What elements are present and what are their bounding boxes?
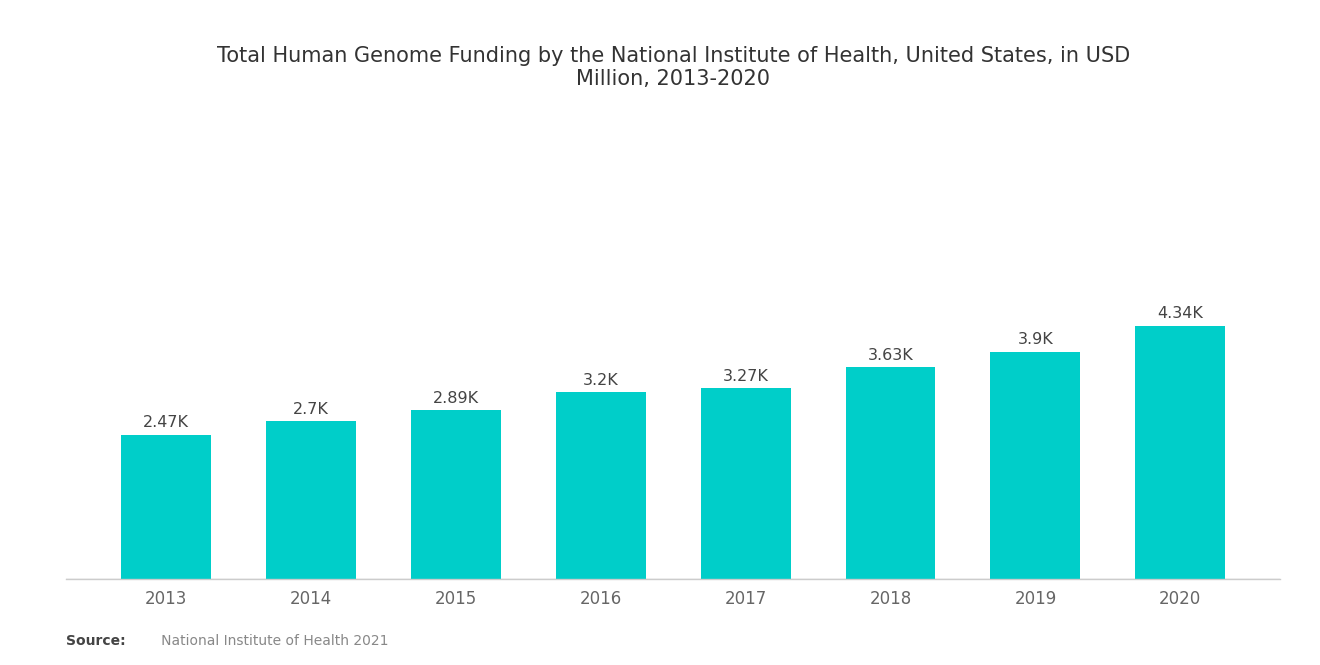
Text: 3.2K: 3.2K (583, 372, 619, 388)
Text: 3.27K: 3.27K (723, 368, 768, 384)
Text: National Institute of Health 2021: National Institute of Health 2021 (148, 634, 388, 648)
Text: 2.89K: 2.89K (433, 391, 479, 406)
Title: Total Human Genome Funding by the National Institute of Health, United States, i: Total Human Genome Funding by the Nation… (216, 46, 1130, 89)
Bar (990, 352, 1080, 579)
Bar (411, 410, 500, 579)
Text: 3.9K: 3.9K (1018, 332, 1053, 347)
Bar (556, 392, 645, 579)
Bar (846, 367, 936, 579)
Text: Source:: Source: (66, 634, 125, 648)
Bar (121, 435, 211, 579)
Bar (1135, 326, 1225, 579)
Text: 2.7K: 2.7K (293, 402, 329, 417)
Bar (701, 388, 791, 579)
Text: 3.63K: 3.63K (867, 348, 913, 362)
Text: 2.47K: 2.47K (143, 415, 189, 430)
Text: 4.34K: 4.34K (1158, 307, 1204, 321)
Bar (267, 422, 356, 579)
